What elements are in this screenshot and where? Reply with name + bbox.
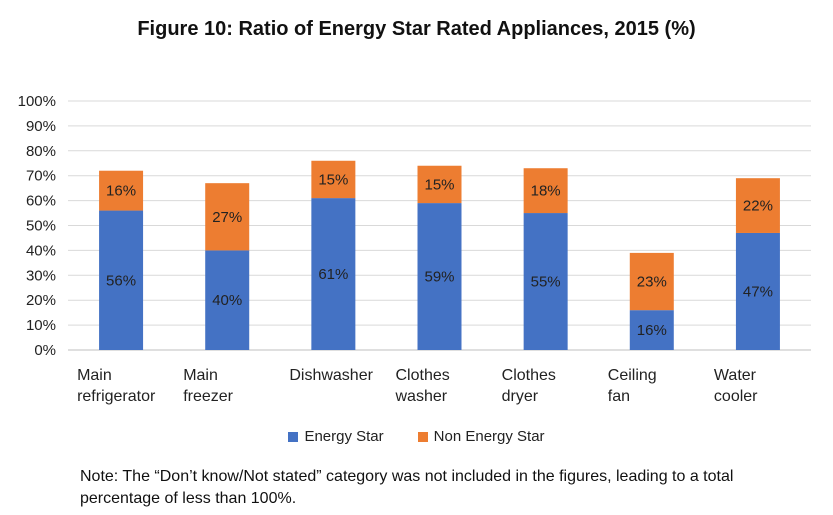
y-tick-label: 100% [18, 93, 56, 110]
bar-segment-non-energy-star [629, 252, 674, 311]
bar-segment-non-energy-star [523, 168, 568, 214]
data-label: 15% [318, 171, 348, 188]
bar-segment-energy-star [629, 310, 674, 350]
bar-segment-energy-star [311, 198, 356, 350]
legend-item-non-energy-star: Non Energy Star [417, 428, 545, 445]
data-label: 27% [212, 209, 242, 226]
bar-segment-non-energy-star [205, 183, 250, 251]
data-label: 56% [106, 272, 136, 289]
y-tick-label: 0% [34, 342, 56, 359]
chart-title: Figure 10: Ratio of Energy Star Rated Ap… [137, 18, 696, 40]
y-tick-label: 80% [26, 143, 56, 160]
legend-label-energy-star: Energy Star [304, 428, 384, 445]
data-label: 61% [318, 266, 348, 283]
y-tick-label: 60% [26, 193, 56, 210]
data-label: 18% [531, 183, 561, 200]
category-label: Ceiling fan [608, 367, 657, 405]
bar-segment-non-energy-star [735, 178, 780, 233]
bars: 56% 16% 40% 27% 61% 15% 59% 15% 55% 18% 16% 23% 47% 2… [99, 160, 780, 350]
category-label: Main freezer [183, 367, 233, 405]
x-axis-labels: Main refrigerator Main freezer Dishwasher Clo… [77, 367, 758, 405]
category-label: Clothes dryer [502, 367, 556, 405]
data-label: 55% [531, 274, 561, 291]
data-label: 22% [743, 198, 773, 215]
category-label: Water cooler [714, 367, 758, 405]
data-label: 40% [212, 292, 242, 309]
category-label: Main refrigerator [77, 367, 156, 405]
legend-swatch-energy-star [288, 431, 299, 442]
data-label: 59% [424, 269, 454, 286]
y-tick-label: 20% [26, 292, 56, 309]
bar-segment-non-energy-star [99, 170, 144, 211]
bar-segment-energy-star [523, 213, 568, 350]
bar-segment-non-energy-star [417, 165, 462, 204]
chart-note: Note: The “Don’t know/Not stated” catego… [80, 468, 734, 507]
y-tick-label: 10% [26, 317, 56, 334]
data-label: 23% [637, 274, 667, 291]
legend-swatch-non-energy-star [417, 431, 428, 442]
legend-label-non-energy-star: Non Energy Star [433, 428, 545, 445]
legend: Energy Star Non Energy Star [0, 428, 833, 445]
bar-segment-energy-star [99, 210, 144, 350]
data-label: 15% [424, 176, 454, 193]
bar-segment-energy-star [735, 232, 780, 350]
bar-segment-non-energy-star [311, 160, 356, 199]
legend-item-energy-star: Energy Star [288, 428, 384, 445]
bar-segment-energy-star [205, 250, 250, 350]
data-label: 47% [743, 283, 773, 300]
category-label: Clothes washer [395, 367, 450, 405]
y-tick-label: 50% [26, 218, 56, 235]
y-tick-label: 40% [26, 242, 56, 259]
bar-segment-energy-star [417, 203, 462, 350]
data-label: 16% [637, 322, 667, 339]
category-label: Dishwasher [289, 367, 373, 384]
y-axis-ticks: 0% 10% 20% 30% 40% 50% 60% 70% 80% 90% 100% [18, 93, 56, 359]
data-label: 16% [106, 183, 136, 200]
y-tick-label: 30% [26, 267, 56, 284]
y-tick-label: 90% [26, 118, 56, 135]
y-tick-label: 70% [26, 168, 56, 185]
